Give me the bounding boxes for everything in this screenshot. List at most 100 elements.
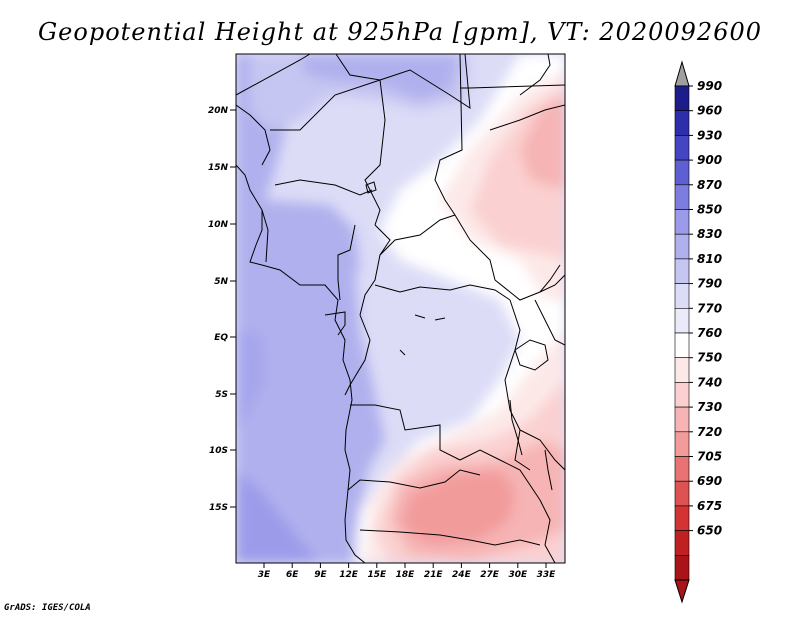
border-angola-north — [350, 404, 461, 461]
colorbar-swatch — [674, 233, 690, 260]
lat-label: EQ — [214, 333, 228, 343]
colorbar-swatch — [674, 554, 690, 581]
field-830-north — [300, 54, 460, 100]
lat-label: 10N — [208, 220, 229, 230]
colorbar-swatch — [674, 307, 690, 334]
colorbar-label: 760 — [697, 326, 722, 340]
border-gabon — [324, 311, 346, 336]
lon-label: 3E — [258, 570, 271, 580]
lake-chad — [365, 181, 377, 194]
map-frame — [235, 53, 566, 564]
colorbar-label: 730 — [697, 400, 722, 414]
border-west-sahel — [236, 104, 271, 166]
lake-victoria — [514, 339, 549, 371]
border-ghana — [261, 209, 269, 263]
colorbar-swatch — [674, 530, 690, 556]
longitude-axis: 3E 6E 9E 12E 15E 18E 21E 24E 27E 30E 33E — [258, 563, 556, 580]
colorbar-label: 675 — [697, 499, 722, 513]
colorbar-swatch — [674, 505, 690, 531]
border-angola-south — [347, 469, 481, 491]
border-north-1 — [236, 54, 311, 96]
border-mali-niger — [270, 79, 381, 131]
lon-label: 24E — [452, 570, 472, 580]
field-830-nigeria — [265, 200, 360, 280]
colorbar-top-arrow — [674, 60, 690, 87]
colorbar-swatch — [674, 209, 690, 235]
colorbar-swatch — [674, 159, 690, 186]
border-cameroon-car — [359, 224, 391, 316]
colorbar-label: 705 — [697, 450, 722, 464]
border-congo-drc — [344, 314, 371, 396]
colorbar-label: 960 — [697, 104, 722, 118]
border-kenya — [534, 299, 565, 346]
colorbar-label: 740 — [697, 375, 722, 389]
border-ethiopia — [489, 104, 565, 131]
colorbar-swatch — [674, 184, 690, 210]
border-nigeria-north — [274, 179, 373, 196]
lat-label: 15S — [209, 503, 228, 513]
border-sudan-west — [434, 54, 496, 281]
colorbar-swatch — [674, 357, 690, 383]
lat-label: 10S — [209, 446, 228, 456]
colorbar-label: 650 — [697, 524, 722, 538]
lon-label: 6E — [286, 570, 299, 580]
lon-label: 33E — [537, 570, 557, 580]
latitude-axis: 20N 15N 10N 5N EQ 5S 10S 15S — [208, 106, 236, 513]
colorbar: 990 960 930 900 870 850 830 810 790 770 760 750 740 7… — [674, 60, 722, 604]
colorbar-swatch — [674, 480, 690, 507]
lakes-congo — [399, 314, 446, 356]
colorbar-label: 690 — [697, 474, 722, 488]
field-740-east — [520, 95, 565, 190]
colorbar-label: 750 — [697, 351, 722, 365]
field-850-ocean — [236, 330, 265, 430]
lake-tanganyika — [509, 399, 523, 456]
map-boundaries — [236, 54, 565, 563]
lake-malawi — [544, 449, 553, 491]
colorbar-label: 790 — [697, 277, 722, 291]
lon-label: 18E — [396, 570, 416, 580]
border-zambia — [459, 449, 541, 501]
lon-label: 15E — [367, 570, 387, 580]
colorbar-swatch — [674, 406, 690, 433]
colorbar-swatch — [674, 382, 690, 408]
border-namibia — [359, 529, 541, 546]
colorbar-label: 720 — [697, 425, 722, 439]
colorbar-swatch — [674, 135, 690, 161]
border-chad-east — [364, 79, 386, 226]
colorbar-swatch — [674, 283, 690, 309]
lon-label: 21E — [424, 570, 444, 580]
lon-label: 27E — [480, 570, 500, 580]
border-nigeria-cameroon — [337, 224, 356, 301]
colorbar-label: 900 — [697, 153, 722, 167]
lat-label: 15N — [208, 163, 229, 173]
border-drc-east — [504, 299, 531, 471]
height-field — [236, 54, 565, 563]
lat-label: 20N — [208, 106, 229, 116]
colorbar-label: 770 — [697, 301, 722, 315]
lon-label: 9E — [314, 570, 327, 580]
border-north-2 — [335, 54, 471, 109]
colorbar-label: 990 — [697, 79, 722, 93]
border-mozambique — [539, 499, 556, 563]
lat-label: 5S — [215, 390, 228, 400]
colorbar-label: 830 — [697, 227, 722, 241]
border-car-north — [379, 214, 456, 256]
red-sea-coast — [519, 54, 551, 96]
field-850-southwest — [236, 470, 320, 563]
colorbar-swatch — [674, 431, 690, 457]
colorbar-label: 870 — [697, 178, 722, 192]
border-sudan — [460, 84, 565, 89]
border-car-south — [374, 284, 511, 301]
map-title: Geopotential Height at 925hPa [gpm], VT:… — [38, 18, 762, 46]
colorbar-swatch — [674, 258, 690, 284]
coastline-west-africa — [236, 164, 366, 563]
lat-label: 5N — [214, 277, 228, 287]
border-ethiopia-south — [539, 264, 561, 293]
footer-credit: GrADS: IGES/COLA — [4, 603, 91, 613]
lon-label: 30E — [508, 570, 528, 580]
field-830-west — [236, 54, 385, 563]
colorbar-bottom-arrow — [674, 579, 690, 604]
colorbar-label: 850 — [697, 203, 722, 217]
field-730-south — [400, 470, 515, 545]
